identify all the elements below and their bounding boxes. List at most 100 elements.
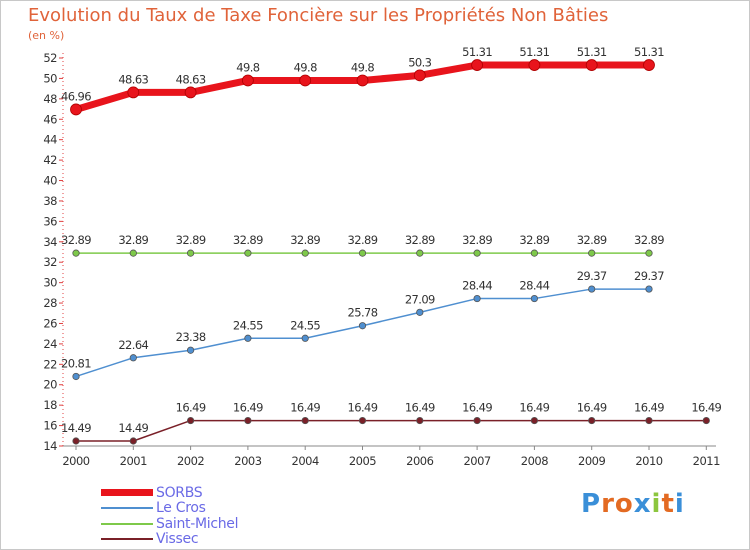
legend-item-sorbs: SORBS [101,485,238,501]
le-cros-data-label: 22.64 [118,338,148,352]
saint-michel-point [129,249,137,257]
le-cros-data-label: 28.44 [519,279,549,293]
legend: SORBS Le Cros Saint-Michel Vissec [101,485,239,547]
vissec-data-label: 16.49 [348,401,378,415]
y-tick-label: 52 [43,51,57,65]
vissec-data-label: 16.49 [634,401,664,415]
sorbs-data-label: 51.31 [519,45,549,59]
le-cros-point [416,308,424,316]
saint-michel-data-label: 32.89 [61,233,91,247]
le-cros-point [72,372,80,381]
saint-michel-point [358,249,367,257]
saint-michel-data-label: 32.89 [577,233,607,247]
saint-michel-point [416,249,424,257]
y-tick-label: 14 [43,439,57,453]
vissec-data-label: 16.49 [577,401,607,415]
logo-letter: t [661,489,675,519]
x-tick-label: 2000 [62,454,89,468]
sorbs-data-label: 48.63 [118,72,148,86]
proxiti-logo: Proxiti [581,489,685,519]
vissec-point [588,416,596,425]
vissec-point [702,416,710,425]
y-tick-label: 24 [43,337,57,351]
sorbs-data-label: 49.8 [236,60,259,74]
y-tick-label: 40 [43,174,57,188]
legend-item-saint-michel: Saint-Michel [101,515,239,532]
y-tick-label: 28 [43,296,57,310]
vissec-point [187,416,195,425]
vissec-point [473,416,481,425]
x-tick-label: 2011 [693,454,720,468]
le-cros-data-label: 28.44 [462,279,492,293]
y-tick-label: 36 [43,214,57,228]
y-tick-label: 26 [43,316,57,330]
saint-michel-point [244,249,252,257]
le-cros-data-label: 27.09 [405,292,435,306]
le-cros-point [473,294,481,303]
legend-label: SORBS [156,484,203,501]
le-cros-data-label: 24.55 [233,318,263,332]
y-tick-label: 30 [43,276,57,290]
le-cros-data-label: 24.55 [290,318,320,332]
y-tick-label: 22 [43,357,57,371]
vissec-data-label: 16.49 [290,401,320,415]
saint-michel-point [473,249,481,257]
vissec-data-label: 16.49 [405,401,435,415]
y-tick-label: 46 [43,112,57,126]
x-tick-label: 2004 [292,454,319,468]
x-tick-label: 2009 [578,454,605,468]
legend-label: Saint-Michel [156,515,239,532]
logo-letter: i [674,489,685,519]
legend-item-le-cros: Le Cros [101,500,238,516]
x-tick-label: 2001 [120,454,147,468]
sorbs-point [356,74,369,87]
sorbs-data-label: 49.8 [351,60,374,74]
le-cros-point [645,285,653,293]
vissec-data-label: 16.49 [519,401,549,415]
le-cros-point [358,322,367,330]
y-tick-label: 42 [43,153,57,167]
vissec-data-label: 14.49 [61,421,91,435]
le-cros-point [244,334,252,342]
vissec-data-label: 16.49 [233,401,263,415]
le-cros-point [301,334,309,342]
saint-michel-data-label: 32.89 [290,233,320,247]
x-tick-label: 2005 [349,454,376,468]
saint-michel-point [301,249,309,257]
vissec-point [645,416,653,425]
saint-michel-point [187,249,195,257]
sorbs-data-label: 51.31 [634,45,664,59]
vissec-data-label: 14.49 [118,421,148,435]
saint-michel-data-label: 32.89 [634,233,664,247]
sorbs-point [70,103,82,116]
sorbs-data-label: 51.31 [462,45,492,59]
le-cros-data-label: 29.37 [634,269,664,283]
y-tick-label: 50 [43,71,57,85]
vissec-point [301,416,309,425]
sorbs-point [528,59,541,71]
sorbs-data-label: 49.8 [294,60,317,74]
sorbs-point [471,59,484,71]
vissec-point [129,437,137,445]
x-tick-label: 2002 [177,454,204,468]
le-cros-point [588,285,596,293]
logo-letter: i [651,489,662,519]
y-tick-label: 38 [43,194,57,208]
y-axis-label: (en %) [28,29,65,42]
sorbs-data-label: 46.96 [61,89,91,103]
x-tick-label: 2007 [463,454,490,468]
saint-michel-data-label: 32.89 [348,233,378,247]
le-cros-line [75,288,650,378]
saint-michel-data-label: 32.89 [462,233,492,247]
sorbs-data-label: 50.3 [408,55,431,69]
y-tick-label: 18 [43,398,57,412]
y-tick-label: 48 [43,92,57,106]
sorbs-point [413,69,426,82]
vissec-point [72,437,80,445]
sorbs-point [643,59,655,71]
sorbs-point [241,74,254,87]
x-tick-label: 2003 [234,454,261,468]
sorbs-data-label: 51.31 [577,45,607,59]
